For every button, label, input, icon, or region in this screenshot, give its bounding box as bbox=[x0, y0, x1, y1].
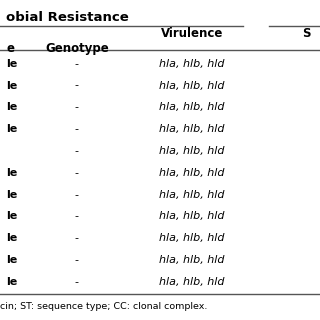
Text: -: - bbox=[75, 233, 79, 243]
Text: obial Resistance: obial Resistance bbox=[6, 11, 129, 24]
Text: -: - bbox=[75, 146, 79, 156]
Text: hla, hlb, hld: hla, hlb, hld bbox=[159, 168, 225, 178]
Text: le: le bbox=[6, 102, 18, 112]
Text: hla, hlb, hld: hla, hlb, hld bbox=[159, 59, 225, 69]
Text: Genotype: Genotype bbox=[45, 42, 109, 55]
Text: hla, hlb, hld: hla, hlb, hld bbox=[159, 255, 225, 265]
Text: -: - bbox=[75, 190, 79, 200]
Text: le: le bbox=[6, 168, 18, 178]
Text: le: le bbox=[6, 81, 18, 91]
Text: le: le bbox=[6, 233, 18, 243]
Text: cin; ST: sequence type; CC: clonal complex.: cin; ST: sequence type; CC: clonal compl… bbox=[0, 302, 207, 311]
Text: hla, hlb, hld: hla, hlb, hld bbox=[159, 146, 225, 156]
Text: hla, hlb, hld: hla, hlb, hld bbox=[159, 124, 225, 134]
Text: le: le bbox=[6, 59, 18, 69]
Text: Virulence: Virulence bbox=[161, 27, 223, 40]
Text: hla, hlb, hld: hla, hlb, hld bbox=[159, 233, 225, 243]
Text: -: - bbox=[75, 59, 79, 69]
Text: hla, hlb, hld: hla, hlb, hld bbox=[159, 81, 225, 91]
Text: -: - bbox=[75, 102, 79, 112]
Text: S: S bbox=[302, 27, 310, 40]
Text: le: le bbox=[6, 277, 18, 287]
Text: le: le bbox=[6, 212, 18, 221]
Text: -: - bbox=[75, 277, 79, 287]
Text: le: le bbox=[6, 255, 18, 265]
Text: hla, hlb, hld: hla, hlb, hld bbox=[159, 190, 225, 200]
Text: le: le bbox=[6, 124, 18, 134]
Text: -: - bbox=[75, 255, 79, 265]
Text: -: - bbox=[75, 212, 79, 221]
Text: hla, hlb, hld: hla, hlb, hld bbox=[159, 212, 225, 221]
Text: hla, hlb, hld: hla, hlb, hld bbox=[159, 102, 225, 112]
Text: e: e bbox=[6, 42, 14, 55]
Text: -: - bbox=[75, 81, 79, 91]
Text: le: le bbox=[6, 190, 18, 200]
Text: hla, hlb, hld: hla, hlb, hld bbox=[159, 277, 225, 287]
Text: -: - bbox=[75, 124, 79, 134]
Text: -: - bbox=[75, 168, 79, 178]
